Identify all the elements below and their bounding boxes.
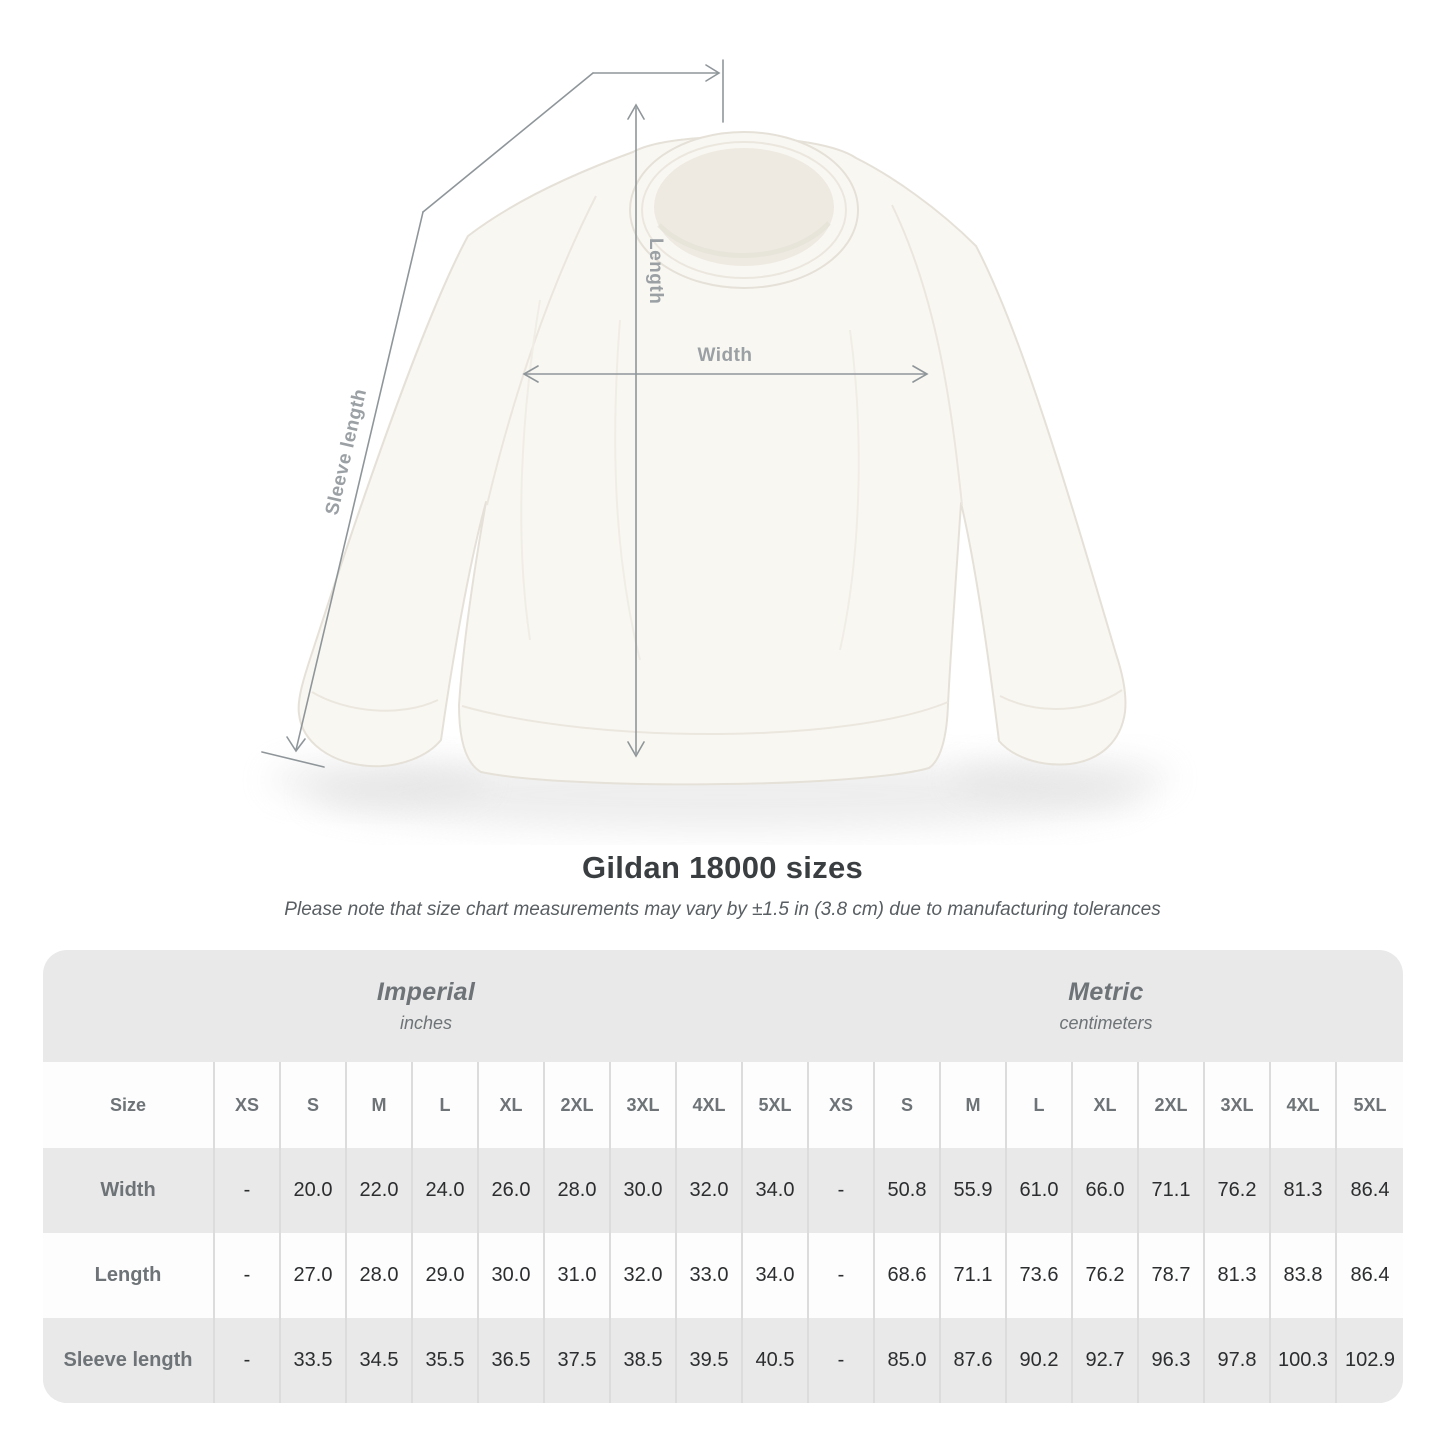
metric-section-header: Metric centimeters (809, 950, 1403, 1062)
data-cell: 87.6 (941, 1318, 1007, 1403)
sweatshirt-graphic (297, 131, 1127, 786)
size-col-header-2xl-imperial: 2XL (545, 1062, 611, 1148)
data-cell: 50.8 (875, 1148, 941, 1233)
data-cell: 37.5 (545, 1318, 611, 1403)
data-cell: 38.5 (611, 1318, 677, 1403)
data-cell: 73.6 (1007, 1233, 1073, 1318)
size-col-header-xl-metric: XL (1073, 1062, 1139, 1148)
data-cell: 76.2 (1205, 1148, 1271, 1233)
data-cell: 97.8 (1205, 1318, 1271, 1403)
data-cell: 61.0 (1007, 1148, 1073, 1233)
data-cell: 26.0 (479, 1148, 545, 1233)
data-cell: 86.4 (1337, 1148, 1403, 1233)
data-cell: 92.7 (1073, 1318, 1139, 1403)
metric-title: Metric (1068, 978, 1144, 1006)
size-col-header-2xl-metric: 2XL (1139, 1062, 1205, 1148)
width-measure-label: Width (697, 345, 753, 366)
size-col-header-4xl-imperial: 4XL (677, 1062, 743, 1148)
data-cell: - (809, 1233, 875, 1318)
data-cell: 86.4 (1337, 1233, 1403, 1318)
data-cell: 30.0 (611, 1148, 677, 1233)
metric-unit: centimeters (1059, 1013, 1153, 1033)
data-cell: - (809, 1148, 875, 1233)
data-cell: 85.0 (875, 1318, 941, 1403)
imperial-unit: inches (399, 1013, 453, 1033)
data-cell: 28.0 (545, 1148, 611, 1233)
size-col-header-s-imperial: S (281, 1062, 347, 1148)
size-col-header-5xl-metric: 5XL (1337, 1062, 1403, 1148)
data-cell: 76.2 (1073, 1233, 1139, 1318)
data-cell: - (215, 1148, 281, 1233)
data-cell: 71.1 (1139, 1148, 1205, 1233)
size-col-header-3xl-imperial: 3XL (611, 1062, 677, 1148)
data-cell: 55.9 (941, 1148, 1007, 1233)
row-label-sleeve-length: Sleeve length (43, 1318, 215, 1403)
data-cell: 40.5 (743, 1318, 809, 1403)
size-col-header-m-imperial: M (347, 1062, 413, 1148)
data-cell: 29.0 (413, 1233, 479, 1318)
size-col-header-s-metric: S (875, 1062, 941, 1148)
size-col-header-xl-imperial: XL (479, 1062, 545, 1148)
data-cell: 81.3 (1271, 1148, 1337, 1233)
size-col-header-l-metric: L (1007, 1062, 1073, 1148)
data-cell: 28.0 (347, 1233, 413, 1318)
data-cell: 78.7 (1139, 1233, 1205, 1318)
data-cell: 90.2 (1007, 1318, 1073, 1403)
size-header-cell: Size (43, 1062, 215, 1148)
size-col-header-xs-metric: XS (809, 1062, 875, 1148)
data-cell: 32.0 (611, 1233, 677, 1318)
sweatshirt-image (261, 59, 1172, 831)
data-cell: 34.0 (743, 1233, 809, 1318)
data-cell: 66.0 (1073, 1148, 1139, 1233)
size-col-header-m-metric: M (941, 1062, 1007, 1148)
data-cell: 27.0 (281, 1233, 347, 1318)
data-cell: - (215, 1318, 281, 1403)
data-cell: - (215, 1233, 281, 1318)
data-cell: 39.5 (677, 1318, 743, 1403)
size-chart-table: Imperial inches Metric centimeters Size … (43, 950, 1403, 1403)
row-label-length: Length (43, 1233, 215, 1318)
data-cell: 34.5 (347, 1318, 413, 1403)
size-col-header-5xl-imperial: 5XL (743, 1062, 809, 1148)
data-cell: 33.0 (677, 1233, 743, 1318)
row-label-width: Width (43, 1148, 215, 1233)
product-diagram: Length Width Sleeve length (261, 59, 1172, 831)
data-cell: 102.9 (1337, 1318, 1403, 1403)
size-col-header-l-imperial: L (413, 1062, 479, 1148)
data-cell: - (809, 1318, 875, 1403)
data-cell: 34.0 (743, 1148, 809, 1233)
size-col-header-xs-imperial: XS (215, 1062, 281, 1148)
page-title: Gildan 18000 sizes (581, 850, 864, 885)
data-cell: 83.8 (1271, 1233, 1337, 1318)
size-col-header-3xl-metric: 3XL (1205, 1062, 1271, 1148)
imperial-title: Imperial (376, 978, 476, 1006)
data-cell: 36.5 (479, 1318, 545, 1403)
size-col-header-4xl-metric: 4XL (1271, 1062, 1337, 1148)
data-cell: 31.0 (545, 1233, 611, 1318)
measurement-lines (261, 59, 929, 768)
data-cell: 33.5 (281, 1318, 347, 1403)
data-cell: 20.0 (281, 1148, 347, 1233)
tolerance-note: Please note that size chart measurements… (284, 899, 1161, 920)
data-cell: 96.3 (1139, 1318, 1205, 1403)
data-cell: 100.3 (1271, 1318, 1337, 1403)
data-cell: 71.1 (941, 1233, 1007, 1318)
data-cell: 22.0 (347, 1148, 413, 1233)
data-cell: 81.3 (1205, 1233, 1271, 1318)
length-measure-label: Length (645, 238, 666, 305)
data-cell: 35.5 (413, 1318, 479, 1403)
data-cell: 24.0 (413, 1148, 479, 1233)
data-cell: 68.6 (875, 1233, 941, 1318)
data-cell: 30.0 (479, 1233, 545, 1318)
data-cell: 32.0 (677, 1148, 743, 1233)
imperial-section-header: Imperial inches (43, 950, 809, 1062)
